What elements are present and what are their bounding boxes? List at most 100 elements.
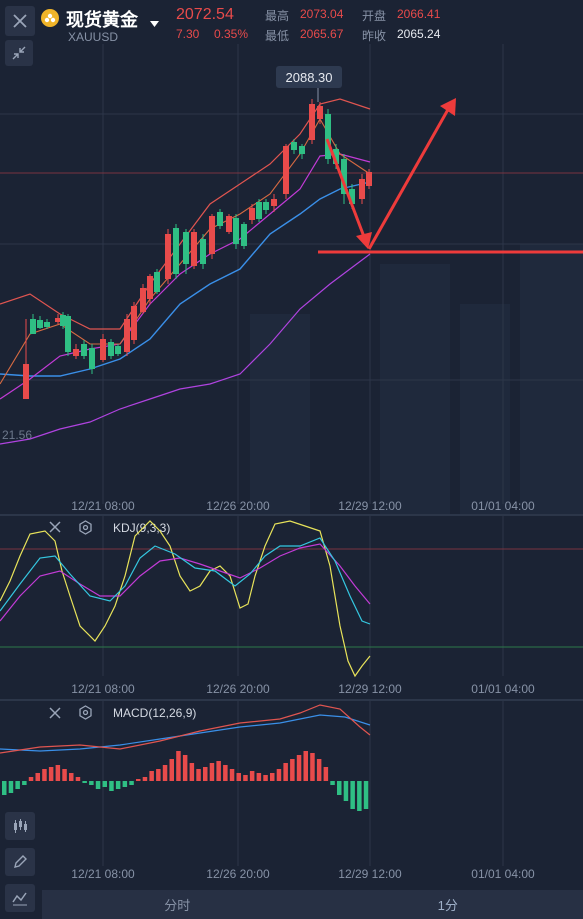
candle-body [23, 364, 29, 399]
chevron-down-icon[interactable] [150, 14, 159, 32]
candle-body [100, 339, 106, 360]
panel-divider [0, 514, 583, 516]
svg-text:12/21 08:00: 12/21 08:00 [71, 499, 135, 513]
gold-coin-icon [41, 9, 59, 27]
ma-magenta-line [0, 153, 371, 400]
candle-body [233, 218, 239, 244]
macd-bar [149, 771, 154, 781]
close-icon[interactable] [5, 6, 35, 36]
svg-text:12/26 20:00: 12/26 20:00 [206, 682, 270, 696]
macd-bar [330, 781, 335, 785]
candle-body [283, 146, 289, 194]
header: 现货黄金 XAUUSD 2072.54 7.30 0.35% 最高 2073.0… [0, 0, 583, 44]
macd-bar [203, 767, 208, 781]
candle-body [60, 315, 66, 326]
candle-body [217, 212, 223, 226]
candle-body [44, 322, 50, 327]
macd-bar [109, 781, 114, 791]
line-chart-icon[interactable] [5, 884, 35, 912]
main-candlestick-chart[interactable]: 2088.30 21.56 12/21 08:00 12/26 20:00 12… [0, 44, 583, 514]
candle-body [349, 189, 355, 204]
candle-body [73, 349, 79, 356]
macd-bar [283, 763, 288, 781]
candle-body [55, 318, 61, 322]
pencil-icon[interactable] [5, 848, 35, 876]
candle-body [249, 208, 255, 220]
macd-grid [102, 701, 504, 866]
candle-body [165, 234, 171, 279]
macd-bar [343, 781, 349, 801]
macd-close-icon[interactable] [48, 706, 62, 725]
prev-close-value: 2065.24 [397, 27, 441, 41]
candle-body [359, 179, 365, 199]
candle-body [271, 199, 277, 206]
svg-text:01/01 04:00: 01/01 04:00 [471, 867, 535, 881]
instrument-symbol: XAUUSD [68, 30, 119, 44]
kdj-time-axis: 12/21 08:00 12/26 20:00 12/29 12:00 01/0… [71, 682, 535, 696]
macd-bar [28, 777, 34, 781]
macd-gear-icon[interactable] [78, 705, 93, 725]
high-label: 最高 [265, 9, 290, 23]
macd-bar [35, 773, 40, 781]
macd-bar [8, 781, 14, 793]
candlestick-icon[interactable] [5, 812, 35, 840]
macd-bar [102, 781, 107, 787]
kdj-title: KDJ(9,3,3) [113, 521, 171, 535]
candle-body [200, 239, 206, 264]
svg-text:12/29 12:00: 12/29 12:00 [338, 682, 402, 696]
candle-body [226, 216, 232, 232]
background-buildings [250, 244, 583, 514]
candle-body [124, 319, 130, 352]
macd-title: MACD(12,26,9) [113, 706, 197, 720]
price-change-pct: 0.35% [214, 27, 249, 41]
macd-bar [337, 781, 342, 795]
kdj-k-line [0, 537, 371, 625]
macd-bar [196, 769, 201, 781]
macd-bar [169, 759, 174, 781]
macd-dea-line [0, 714, 371, 752]
macd-chart[interactable]: 12/21 08:00 12/26 20:00 12/29 12:00 01/0… [0, 701, 583, 890]
macd-bar [270, 773, 275, 781]
tab-1min[interactable]: 1分 [437, 898, 458, 913]
svg-text:01/01 04:00: 01/01 04:00 [471, 682, 535, 696]
shrink-icon[interactable] [5, 40, 33, 66]
svg-text:12/26 20:00: 12/26 20:00 [206, 499, 270, 513]
grid-lines [0, 44, 583, 504]
candle-body [183, 232, 189, 264]
instrument-title[interactable]: 现货黄金 [66, 10, 138, 30]
candle-body [131, 306, 137, 340]
candle-body [65, 316, 71, 352]
low-label: 最低 [265, 29, 290, 43]
macd-bar [357, 781, 362, 811]
kdj-gear-icon[interactable] [78, 520, 93, 540]
kdj-close-icon[interactable] [48, 520, 62, 539]
annotation-arrows[interactable] [318, 98, 583, 254]
kdj-j-line [0, 520, 371, 678]
kdj-d-line [0, 543, 371, 622]
peak-label-box [276, 66, 342, 88]
macd-bar [2, 781, 7, 795]
open-value: 2066.41 [397, 7, 441, 21]
svg-text:12/21 08:00: 12/21 08:00 [71, 867, 135, 881]
tab-timeline[interactable]: 分时 [164, 898, 191, 913]
macd-bar [209, 763, 215, 781]
macd-bar [290, 759, 295, 781]
macd-bar [15, 781, 20, 789]
macd-bar [363, 781, 369, 809]
macd-bar [115, 781, 121, 789]
ma-purple-line [0, 253, 371, 445]
candles [23, 99, 372, 399]
macd-bar [229, 769, 235, 781]
candle-body [81, 344, 87, 356]
kdj-chart[interactable]: 12/21 08:00 12/26 20:00 12/29 12:00 01/0… [0, 516, 583, 700]
macd-bar [82, 781, 87, 783]
panel-divider-2 [0, 699, 583, 701]
candle-body [317, 106, 323, 119]
svg-text:12/26 20:00: 12/26 20:00 [206, 867, 270, 881]
macd-bar [256, 773, 262, 781]
macd-bar [182, 755, 188, 781]
macd-bar [350, 781, 355, 809]
candle-body [256, 202, 262, 219]
candle-body [299, 146, 305, 154]
macd-bar [75, 777, 81, 781]
